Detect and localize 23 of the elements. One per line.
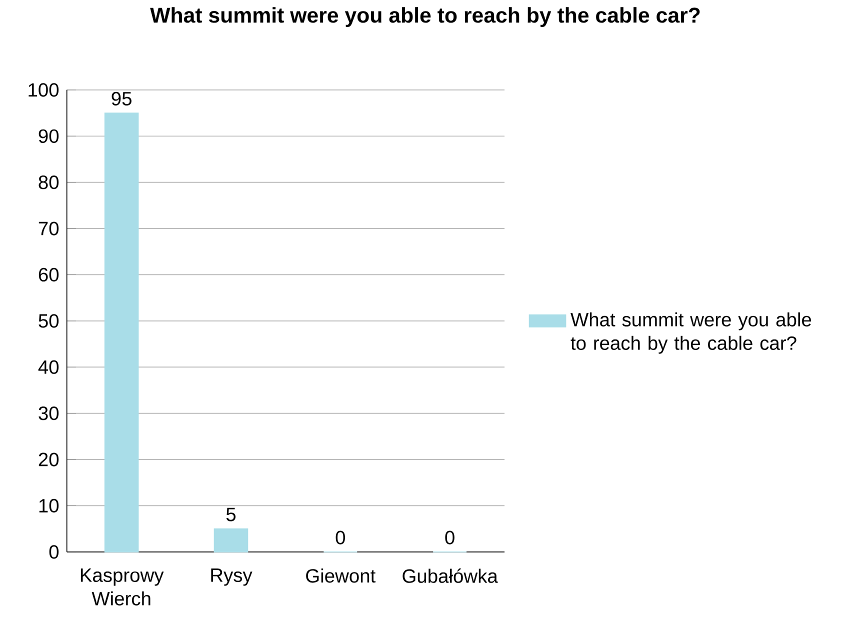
data-label: 95 (112, 92, 132, 106)
y-tick-label: 40 (38, 360, 59, 374)
y-tick-label: 0 (49, 545, 59, 559)
legend-label: What summit were you able to reach by the cable car? (570, 312, 812, 354)
bar (104, 112, 139, 552)
y-tick-label: 90 (38, 129, 59, 143)
y-tick-label: 50 (38, 314, 59, 328)
y-tick-label: 70 (38, 222, 59, 236)
y-tick-label: 30 (38, 406, 59, 420)
y-tick-label: 20 (38, 452, 59, 466)
bar (214, 528, 248, 552)
y-tick-label: 60 (38, 268, 59, 282)
data-label: 5 (226, 508, 236, 522)
y-tick-label: 10 (39, 498, 59, 513)
data-label: 0 (336, 530, 346, 544)
x-tick-label: Giewont (306, 568, 376, 583)
y-tick-label: 80 (38, 176, 59, 190)
x-tick-label: Gubałówka (402, 568, 498, 583)
x-tick-label: Kasprowy Wierch (80, 568, 164, 606)
x-tick-label: Rysy (211, 568, 252, 586)
data-label: 0 (445, 530, 454, 544)
y-tick-label: 100 (28, 83, 59, 97)
chart-title: What summit were you able to reach by the cable car? (150, 7, 700, 28)
